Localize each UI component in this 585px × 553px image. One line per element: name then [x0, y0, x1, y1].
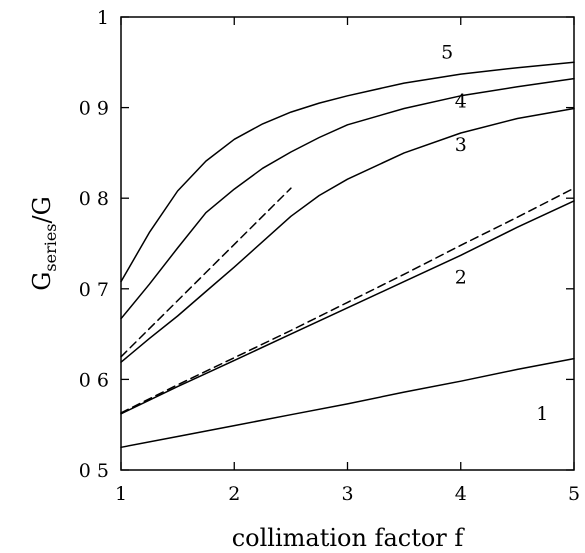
y-axis-title: Gseries/G: [28, 196, 60, 291]
y-tick-label: 0 9: [79, 98, 109, 120]
series-layer: [120, 61, 575, 449]
series-label-5: 5: [441, 42, 453, 64]
series-label-3: 3: [455, 134, 467, 156]
y-tick-label: 0 8: [79, 188, 109, 210]
series-line-5: [120, 61, 575, 283]
series-label-1: 1: [536, 403, 548, 425]
x-tick-label: 2: [228, 483, 240, 505]
labels-layer: 1 2 3 4 5 0 5 0 6 0 7 0 8 0 9 1 1 2 3 4 5: [79, 7, 580, 505]
y-tick-label: 0 5: [79, 460, 109, 482]
y-axis-title-suffix: /G: [28, 196, 56, 223]
x-axis-title: collimation factor f: [232, 524, 466, 552]
dashed-reference-line-6: [120, 187, 575, 414]
series-label-4: 4: [455, 91, 467, 113]
y-tick-label: 0 6: [79, 369, 109, 391]
x-tick-label: 1: [115, 483, 127, 505]
plot-frame: [120, 16, 575, 471]
series-line-2: [120, 200, 575, 415]
y-tick-label: 0 7: [79, 279, 109, 301]
series-line-1: [120, 357, 575, 449]
plot-area: [120, 16, 575, 471]
series-line-4: [120, 77, 575, 320]
series-line-3: [120, 107, 575, 363]
y-axis-title-main: G: [28, 272, 56, 291]
y-tick-label: 1: [97, 7, 109, 29]
ticks-layer: [120, 16, 575, 471]
x-tick-label: 5: [568, 483, 580, 505]
series-label-2: 2: [455, 266, 467, 288]
dashed-reference-line-5: [120, 187, 292, 358]
x-tick-label: 3: [341, 483, 353, 505]
x-tick-label: 4: [455, 483, 467, 505]
y-axis-title-subscript: series: [41, 223, 60, 271]
